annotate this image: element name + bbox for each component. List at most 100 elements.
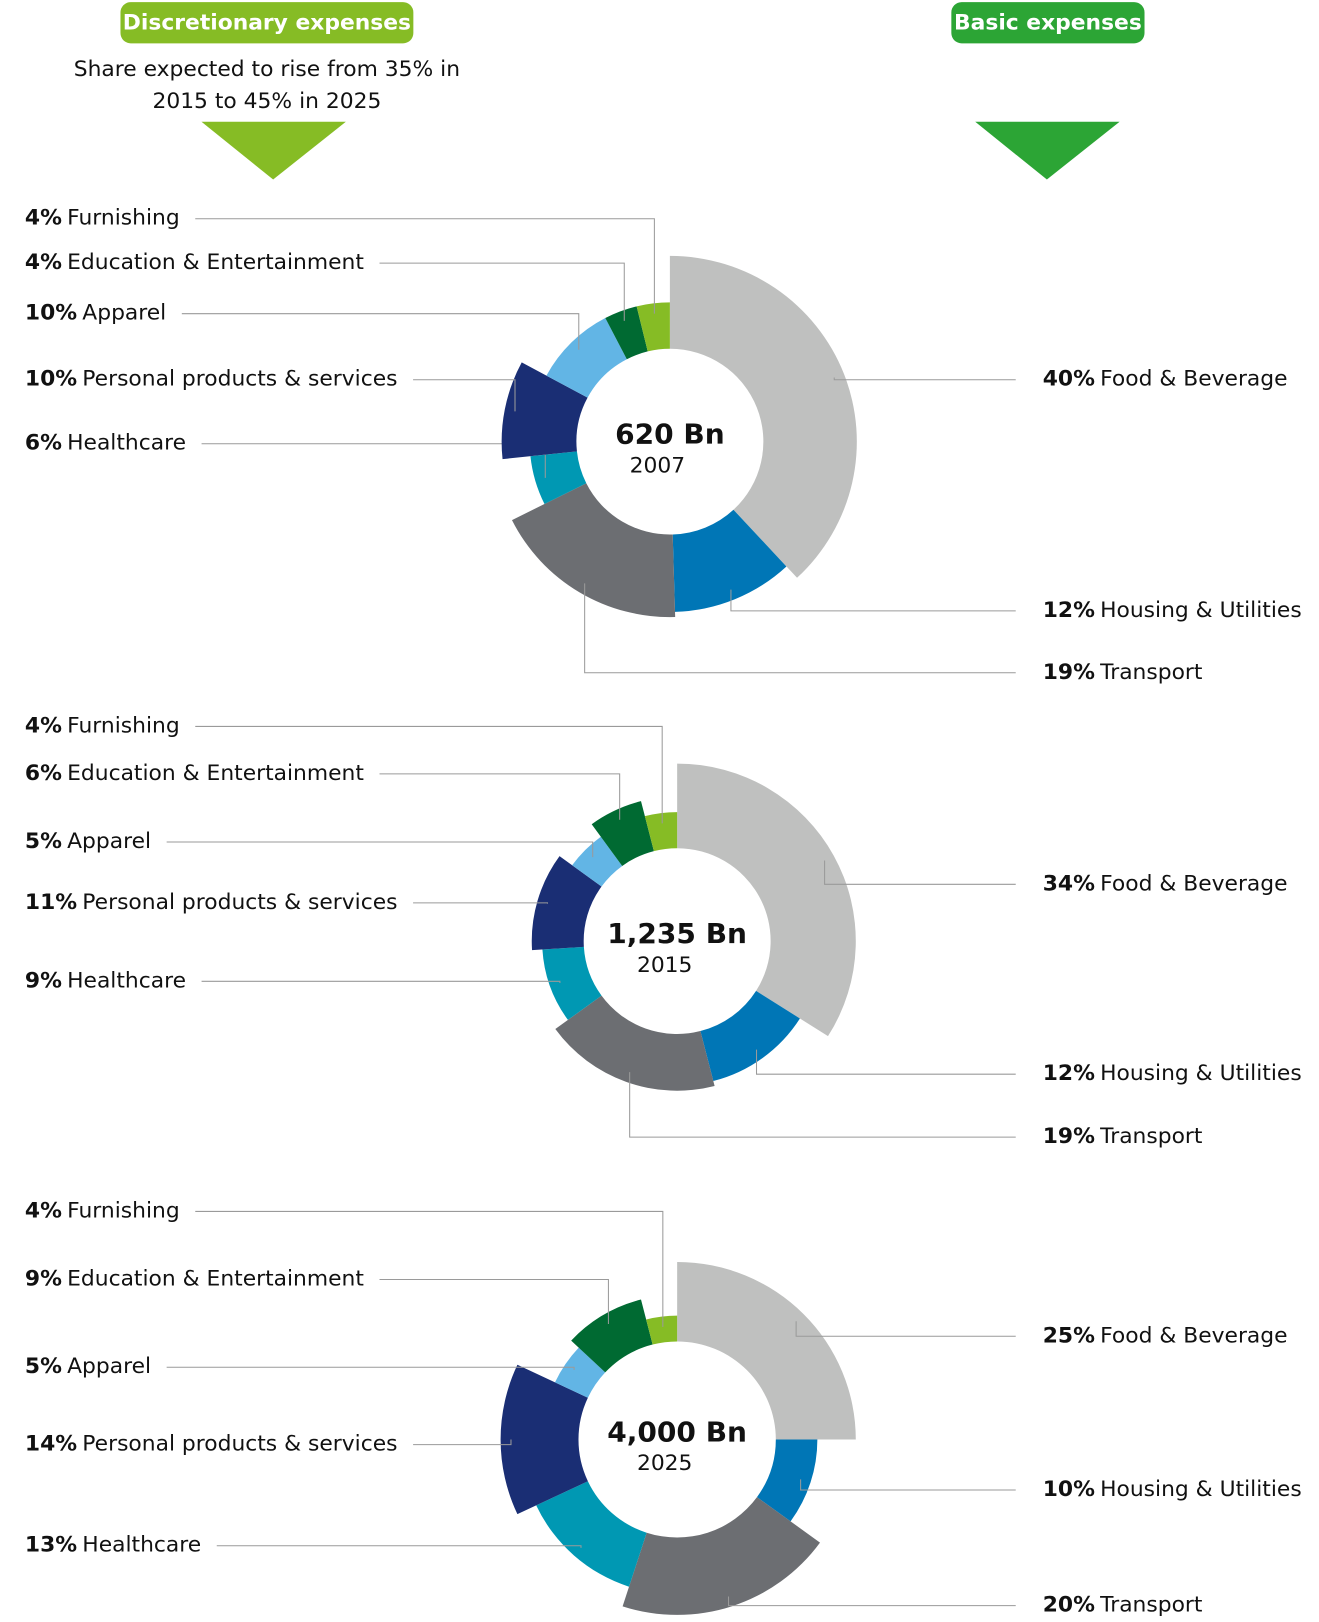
slice-value: 6% xyxy=(25,431,62,456)
slice-value: 19% xyxy=(1043,1124,1095,1149)
slice xyxy=(756,1439,818,1522)
slice-label: 4% Education & Entertainment xyxy=(25,250,364,275)
slice-name: Transport xyxy=(1099,1124,1202,1149)
leader-line xyxy=(379,262,625,321)
leader-line xyxy=(755,1049,1016,1075)
slice-name: Housing & Utilities xyxy=(1100,1477,1302,1502)
slice-label: 11% Personal products & services xyxy=(25,890,398,915)
left-arrow xyxy=(201,121,346,180)
slice-value: 13% xyxy=(25,1533,77,1558)
slice xyxy=(500,1364,588,1515)
slice xyxy=(636,302,670,352)
slice-label: 10% Personal products & services xyxy=(25,367,398,392)
leader-line xyxy=(166,841,594,858)
slice xyxy=(511,483,676,618)
slice-name: Housing & Utilities xyxy=(1100,598,1302,623)
leader-line xyxy=(201,443,546,478)
slice-name: Apparel xyxy=(67,1354,151,1379)
slice-value: 14% xyxy=(25,1432,77,1457)
slice-label: 12% Housing & Utilities xyxy=(1043,598,1302,623)
slice-name: Food & Beverage xyxy=(1100,1323,1287,1348)
slice-value: 4% xyxy=(25,250,62,275)
slice xyxy=(644,812,678,852)
center-total: 4,000 Bn xyxy=(607,1415,747,1448)
leader-line xyxy=(195,218,655,314)
slice xyxy=(542,946,602,1020)
slice xyxy=(536,1481,647,1587)
slice-value: 25% xyxy=(1043,1323,1095,1348)
slice-label: 40% Food & Beverage xyxy=(1043,367,1288,392)
slice-name: Apparel xyxy=(67,829,151,854)
leader-line xyxy=(195,1210,664,1327)
slice-value: 20% xyxy=(1043,1593,1095,1618)
leader-line xyxy=(824,860,1016,885)
slice-value: 5% xyxy=(25,1354,62,1379)
left-title: Discretionary expenses xyxy=(123,11,411,36)
slice-name: Housing & Utilities xyxy=(1100,1061,1302,1086)
left-note: 2015 to 45% in 2025 xyxy=(152,89,381,114)
slice-label: 9% Education & Entertainment xyxy=(25,1267,364,1292)
leader-line xyxy=(413,379,516,412)
slice xyxy=(530,451,587,504)
slice-name: Transport xyxy=(1099,1593,1202,1618)
slice xyxy=(554,1347,606,1398)
center-total: 1,235 Bn xyxy=(607,917,747,950)
right-arrow xyxy=(975,121,1120,180)
leader-line xyxy=(727,1596,1016,1607)
slice xyxy=(646,1315,678,1345)
slice-name: Healthcare xyxy=(67,431,186,456)
slice-label: 9% Healthcare xyxy=(25,968,186,993)
slice-name: Healthcare xyxy=(82,1533,201,1558)
slice-label: 34% Food & Beverage xyxy=(1043,871,1288,896)
slice-value: 10% xyxy=(25,301,77,326)
center-year: 2015 xyxy=(637,953,692,978)
slice-label: 14% Personal products & services xyxy=(25,1432,398,1457)
slice-value: 34% xyxy=(1043,871,1095,896)
leader-line xyxy=(413,1439,512,1446)
slice-label: 4% Furnishing xyxy=(25,1198,180,1223)
leader-line xyxy=(195,725,663,824)
slice-value: 4% xyxy=(25,1198,62,1223)
slice-name: Furnishing xyxy=(67,713,180,738)
slice-name: Education & Entertainment xyxy=(67,250,364,275)
slice-value: 10% xyxy=(1043,1477,1095,1502)
left-pill xyxy=(120,2,414,44)
slice-name: Education & Entertainment xyxy=(67,761,364,786)
slice-name: Education & Entertainment xyxy=(67,1267,364,1292)
right-pill xyxy=(951,2,1145,44)
leader-line xyxy=(730,589,1016,612)
slice xyxy=(605,306,648,360)
slice-name: Transport xyxy=(1099,660,1202,685)
slice xyxy=(571,1299,653,1373)
left-note: Share expected to rise from 35% in xyxy=(74,57,460,82)
slice-value: 40% xyxy=(1043,367,1095,392)
slice-value: 9% xyxy=(25,1267,62,1292)
slice-name: Personal products & services xyxy=(82,1432,397,1457)
slice-value: 9% xyxy=(25,968,62,993)
slice-value: 4% xyxy=(25,713,62,738)
leader-line xyxy=(629,1072,1016,1138)
slice xyxy=(677,763,856,1037)
slice xyxy=(546,318,627,398)
slice-name: Furnishing xyxy=(67,206,180,231)
slice xyxy=(555,995,715,1091)
slice xyxy=(622,1497,820,1615)
slice xyxy=(672,509,787,612)
slice-label: 6% Healthcare xyxy=(25,431,186,456)
slice xyxy=(700,990,800,1082)
leader-line xyxy=(166,1366,575,1370)
leader-line xyxy=(201,980,561,984)
slice-label: 5% Apparel xyxy=(25,1354,151,1379)
slice-name: Furnishing xyxy=(67,1198,180,1223)
slice xyxy=(669,255,857,578)
slice-label: 10% Apparel xyxy=(25,301,166,326)
slice-name: Personal products & services xyxy=(82,367,397,392)
slice xyxy=(531,856,602,951)
slice-label: 13% Healthcare xyxy=(25,1533,201,1558)
leader-line xyxy=(379,1279,609,1325)
slice-label: 5% Apparel xyxy=(25,829,151,854)
center-year: 2007 xyxy=(630,453,685,478)
right-title: Basic expenses xyxy=(954,11,1142,36)
slice xyxy=(677,1261,856,1440)
